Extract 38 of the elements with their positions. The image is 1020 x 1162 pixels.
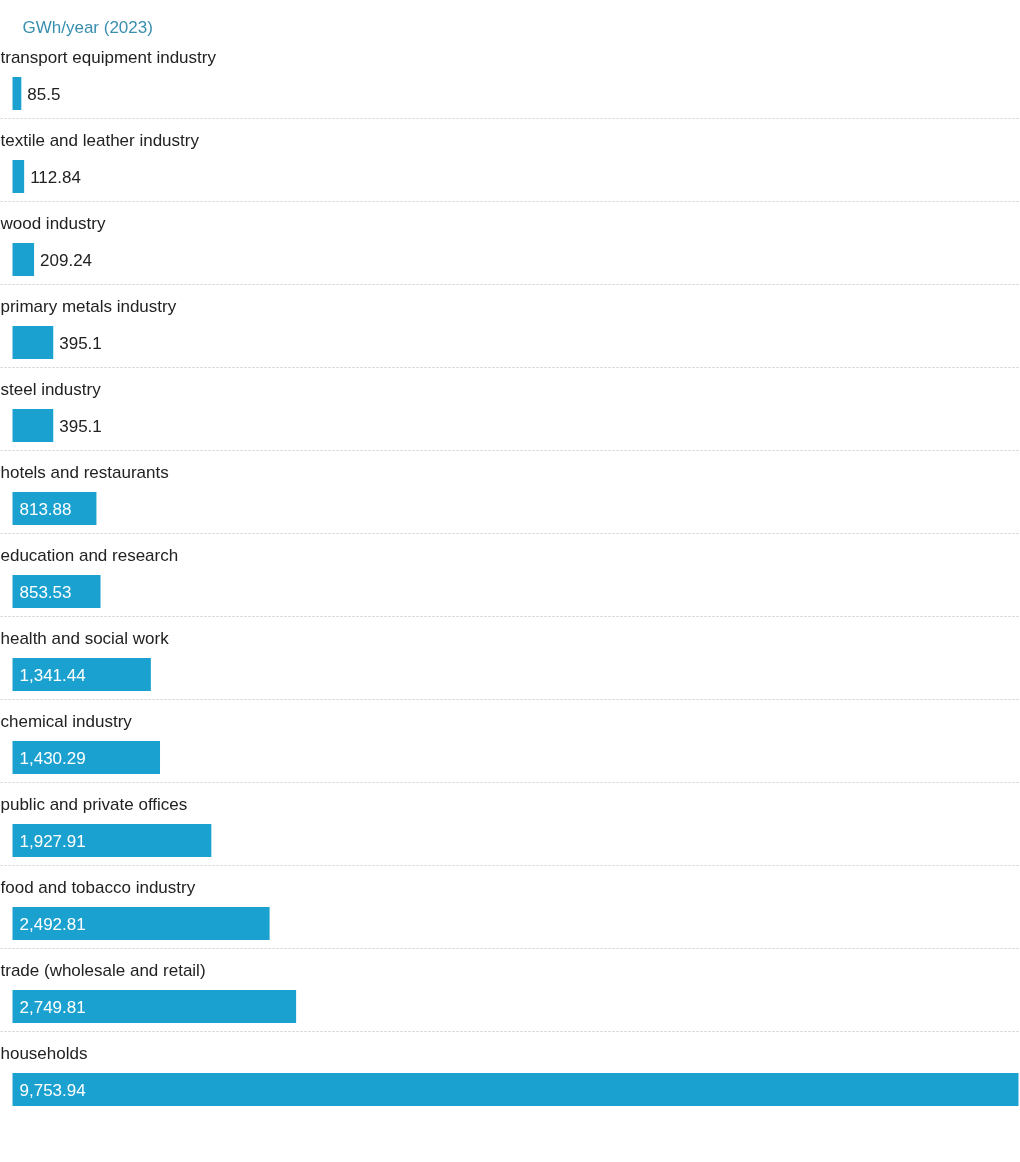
bar xyxy=(12,990,297,1023)
text: GWh/year (2023) xyxy=(22,18,153,37)
data-label: 395.1 xyxy=(59,333,102,353)
data-label: 112.84 xyxy=(30,167,81,187)
data-label: 1,341.44 xyxy=(19,665,86,685)
data-label: 395.1 xyxy=(59,416,102,436)
bar xyxy=(12,658,151,691)
data-label: 209.24 xyxy=(40,250,93,270)
y-tick-label: hotels and restaurants xyxy=(0,463,169,482)
data-label: 2,749.81 xyxy=(19,997,86,1017)
data-label: 853.53 xyxy=(19,582,72,602)
data-label: 9,753.94 xyxy=(19,1080,86,1100)
y-tick-label: food and tobacco industry xyxy=(0,878,196,897)
y-tick-label: primary metals industry xyxy=(0,297,177,316)
y-tick-label: chemical industry xyxy=(0,712,133,731)
bar xyxy=(12,409,54,442)
y-tick-label: wood industry xyxy=(0,214,106,233)
bar xyxy=(12,160,25,193)
y-tick-label: health and social work xyxy=(0,629,170,648)
bar xyxy=(12,243,35,276)
y-tick-label: households xyxy=(0,1044,88,1063)
bar xyxy=(12,824,212,857)
data-label: 1,927.91 xyxy=(19,831,86,851)
bar xyxy=(12,1073,1019,1106)
y-tick-label: transport equipment industry xyxy=(0,48,217,67)
y-tick-label: steel industry xyxy=(0,380,102,399)
y-tick-label: public and private offices xyxy=(0,795,188,814)
y-tick-label: trade (wholesale and retail) xyxy=(0,961,206,980)
bar xyxy=(12,326,54,359)
data-label: 813.88 xyxy=(19,499,72,519)
bar xyxy=(12,907,270,940)
y-tick-label: textile and leather industry xyxy=(0,131,200,150)
y-tick-label: education and research xyxy=(0,546,179,565)
data-label: 2,492.81 xyxy=(19,914,86,934)
bar xyxy=(12,741,161,774)
data-label: 1,430.29 xyxy=(19,748,86,768)
bar xyxy=(12,77,22,110)
data-label: 85.5 xyxy=(27,84,61,104)
